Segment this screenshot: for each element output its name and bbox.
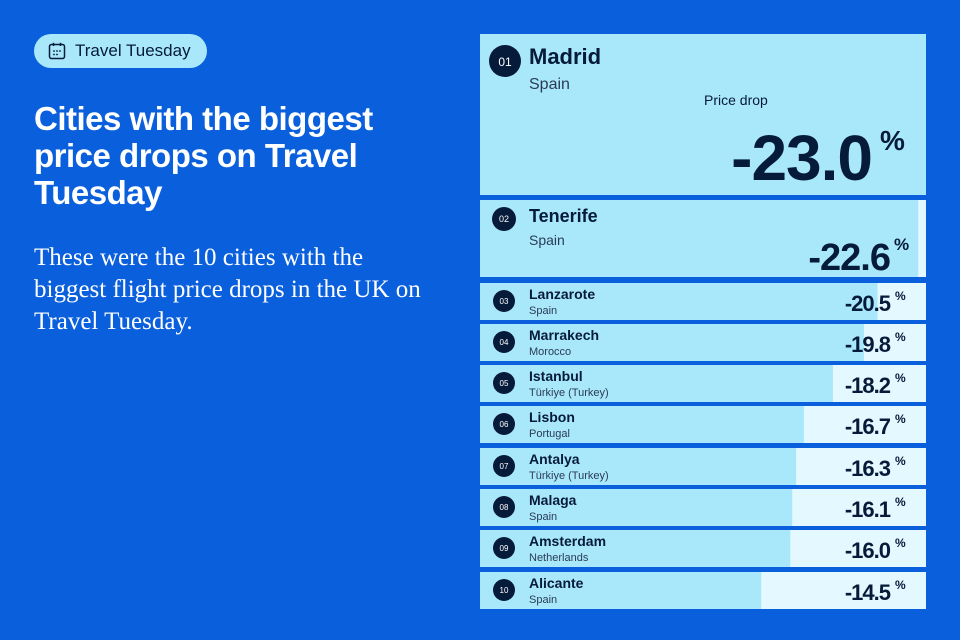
travel-tuesday-tag: Travel Tuesday <box>34 34 207 68</box>
bar-09 <box>480 530 791 567</box>
country-name-01: Spain <box>529 76 570 93</box>
page-title: Cities with the biggest price drops on T… <box>34 100 373 211</box>
value-03: -20.5 <box>845 291 891 316</box>
country-name-09: Netherlands <box>529 552 589 564</box>
city-name-09: Amsterdam <box>529 533 606 549</box>
percent-sign-01: % <box>880 125 905 156</box>
rank-badge-08 <box>493 496 515 518</box>
bar-02 <box>480 200 919 277</box>
rank-label-09: 09 <box>500 544 509 553</box>
rank-badge-06 <box>493 413 515 435</box>
bar-03 <box>480 283 878 320</box>
rank-badge-02 <box>492 207 516 231</box>
percent-sign-09: % <box>895 536 906 550</box>
value-10: -14.5 <box>845 580 891 605</box>
country-name-03: Spain <box>529 305 557 317</box>
rank-badge-05 <box>493 372 515 394</box>
percent-sign-04: % <box>895 330 906 344</box>
city-name-10: Alicante <box>529 575 584 591</box>
value-05: -18.2 <box>845 373 891 398</box>
rank-label-07: 07 <box>500 462 509 471</box>
bar-01 <box>480 34 926 195</box>
city-name-07: Antalya <box>529 451 580 467</box>
bar-06 <box>480 406 804 443</box>
percent-sign-02: % <box>894 235 909 254</box>
rank-label-03: 03 <box>500 297 509 306</box>
country-name-05: Türkiye (Turkey) <box>529 387 609 399</box>
country-name-06: Portugal <box>529 428 570 440</box>
percent-sign-08: % <box>895 495 906 509</box>
city-name-01: Madrid <box>529 44 601 69</box>
value-04: -19.8 <box>845 332 891 357</box>
country-name-02: Spain <box>529 232 565 248</box>
rank-label-08: 08 <box>500 503 509 512</box>
rank-badge-10 <box>493 579 515 601</box>
bar-05 <box>480 365 833 402</box>
percent-sign-05: % <box>895 371 906 385</box>
rank-badge-04 <box>493 331 515 353</box>
city-name-06: Lisbon <box>529 409 575 425</box>
bar-08 <box>480 489 793 526</box>
rank-label-06: 06 <box>500 420 509 429</box>
rank-label-10: 10 <box>500 586 509 595</box>
percent-sign-03: % <box>895 289 906 303</box>
rank-label-05: 05 <box>500 379 509 388</box>
city-name-05: Istanbul <box>529 368 583 384</box>
rank-badge-03 <box>493 290 515 312</box>
value-07: -16.3 <box>845 456 891 481</box>
percent-sign-06: % <box>895 412 906 426</box>
country-name-08: Spain <box>529 511 557 523</box>
rank-badge-07 <box>493 455 515 477</box>
city-name-02: Tenerife <box>529 206 598 226</box>
bar-04 <box>480 324 864 361</box>
city-name-03: Lanzarote <box>529 286 595 302</box>
value-09: -16.0 <box>845 538 891 563</box>
value-01: -23.0 <box>731 122 872 194</box>
percent-sign-07: % <box>895 454 906 468</box>
country-name-04: Morocco <box>529 346 571 358</box>
rank-badge-01 <box>489 45 521 77</box>
value-02: -22.6 <box>808 237 890 279</box>
country-name-07: Türkiye (Turkey) <box>529 470 609 482</box>
value-label: Price drop <box>704 92 768 108</box>
percent-sign-10: % <box>895 578 906 592</box>
bar-07 <box>480 448 797 485</box>
bar-10 <box>480 572 762 609</box>
value-08: -16.1 <box>845 497 891 522</box>
value-06: -16.7 <box>845 414 891 439</box>
calendar-icon <box>48 42 66 60</box>
rank-label-01: 01 <box>498 55 512 69</box>
rank-label-02: 02 <box>499 214 509 224</box>
tag-label: Travel Tuesday <box>75 41 191 60</box>
rank-badge-09 <box>493 537 515 559</box>
city-name-08: Malaga <box>529 492 577 508</box>
page-description: These were the 10 cities with the bigges… <box>34 244 421 335</box>
city-name-04: Marrakech <box>529 327 599 343</box>
rank-label-04: 04 <box>500 338 509 347</box>
country-name-10: Spain <box>529 594 557 606</box>
